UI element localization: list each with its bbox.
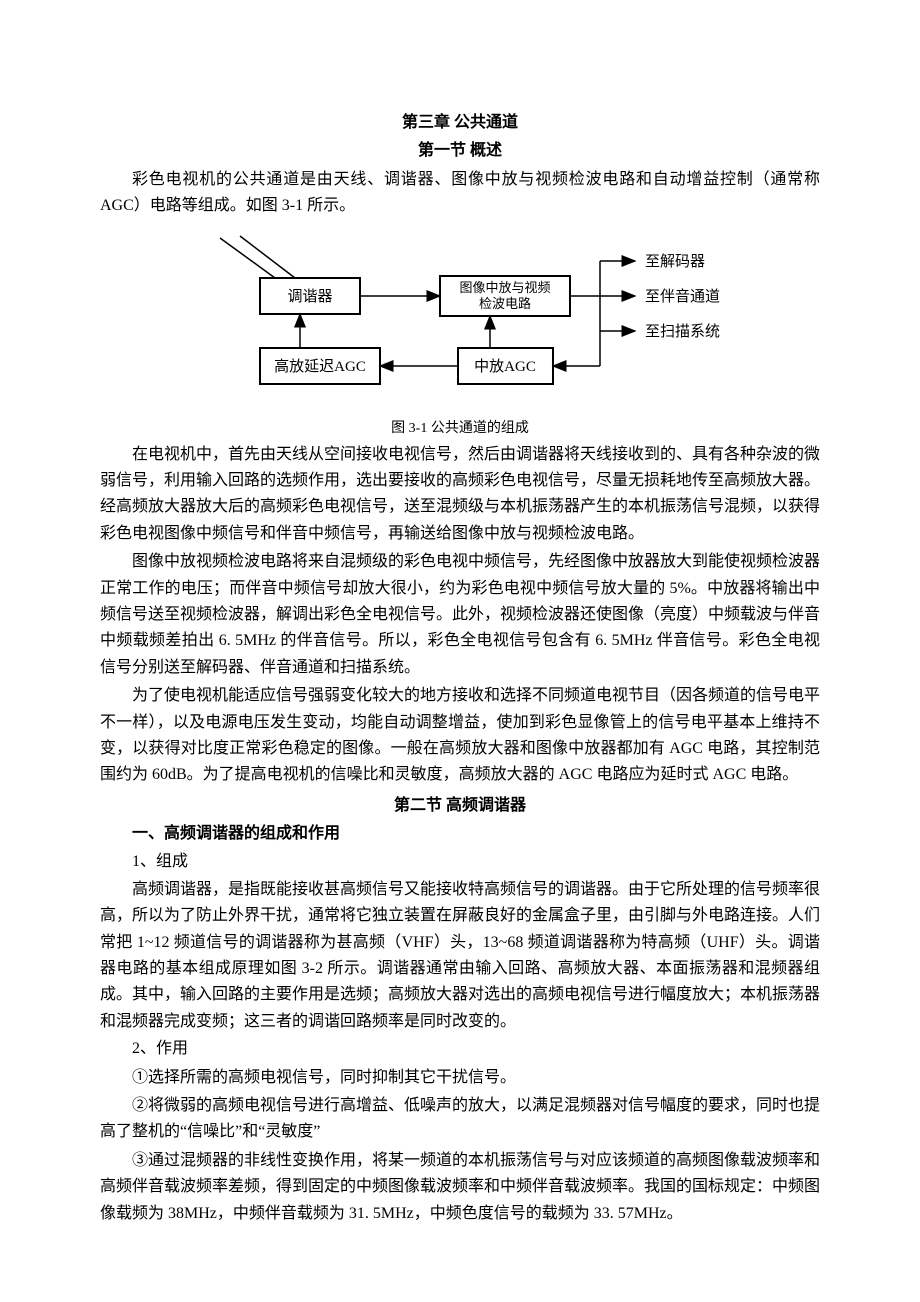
node-ifvideo-l1: 图像中放与视频: [459, 280, 550, 295]
node-tuner: 调谐器: [287, 288, 332, 305]
subhead-1: 一、高频调谐器的组成和作用: [100, 821, 820, 847]
item-1: 1、组成: [100, 849, 820, 875]
figure-caption: 图 3-1 公共通道的组成: [100, 417, 820, 440]
line-c: ③通过混频器的非线性变换作用，将某一频道的本机振荡信号与对应该频道的高频图像载波…: [100, 1148, 820, 1227]
line-b: ②将微弱的高频电视信号进行高增益、低噪声的放大，以满足混频器对信号幅度的要求，同…: [100, 1093, 820, 1146]
chapter-title: 第三章 公共通道: [100, 110, 820, 136]
figure-3-1: 调谐器 图像中放与视频 检波电路 高放延迟AGC 中放AGC 至解码器 至伴音通…: [180, 228, 740, 413]
out-audio: 至伴音通道: [645, 288, 720, 305]
paragraph-4: 为了使电视机能适应信号强弱变化较大的地方接收和选择不同频道电视节目（因各频道的信…: [100, 683, 820, 789]
section1-title: 第一节 概述: [100, 138, 820, 164]
out-scan: 至扫描系统: [645, 323, 720, 340]
intro-paragraph: 彩色电视机的公共通道是由天线、调谐器、图像中放与视频检波电路和自动增益控制（通常…: [100, 167, 820, 220]
paragraph-2: 在电视机中，首先由天线从空间接收电视信号，然后由调谐器将天线接收到的、具有各种杂…: [100, 442, 820, 548]
paragraph-3: 图像中放视频检波电路将来自混频级的彩色电视中频信号，先经图像中放器放大到能使视频…: [100, 549, 820, 681]
node-ifvideo-l2: 检波电路: [479, 296, 531, 311]
paragraph-5: 高频调谐器，是指既能接收甚高频信号又能接收特高频信号的调谐器。由于它所处理的信号…: [100, 877, 820, 1035]
item-2: 2、作用: [100, 1036, 820, 1062]
node-delayagc: 高放延迟AGC: [274, 358, 366, 375]
node-ifagc: 中放AGC: [474, 358, 536, 375]
line-a: ①选择所需的高频电视信号，同时抑制其它干扰信号。: [100, 1065, 820, 1091]
section2-title: 第二节 高频调谐器: [100, 793, 820, 819]
out-decoder: 至解码器: [645, 253, 705, 270]
